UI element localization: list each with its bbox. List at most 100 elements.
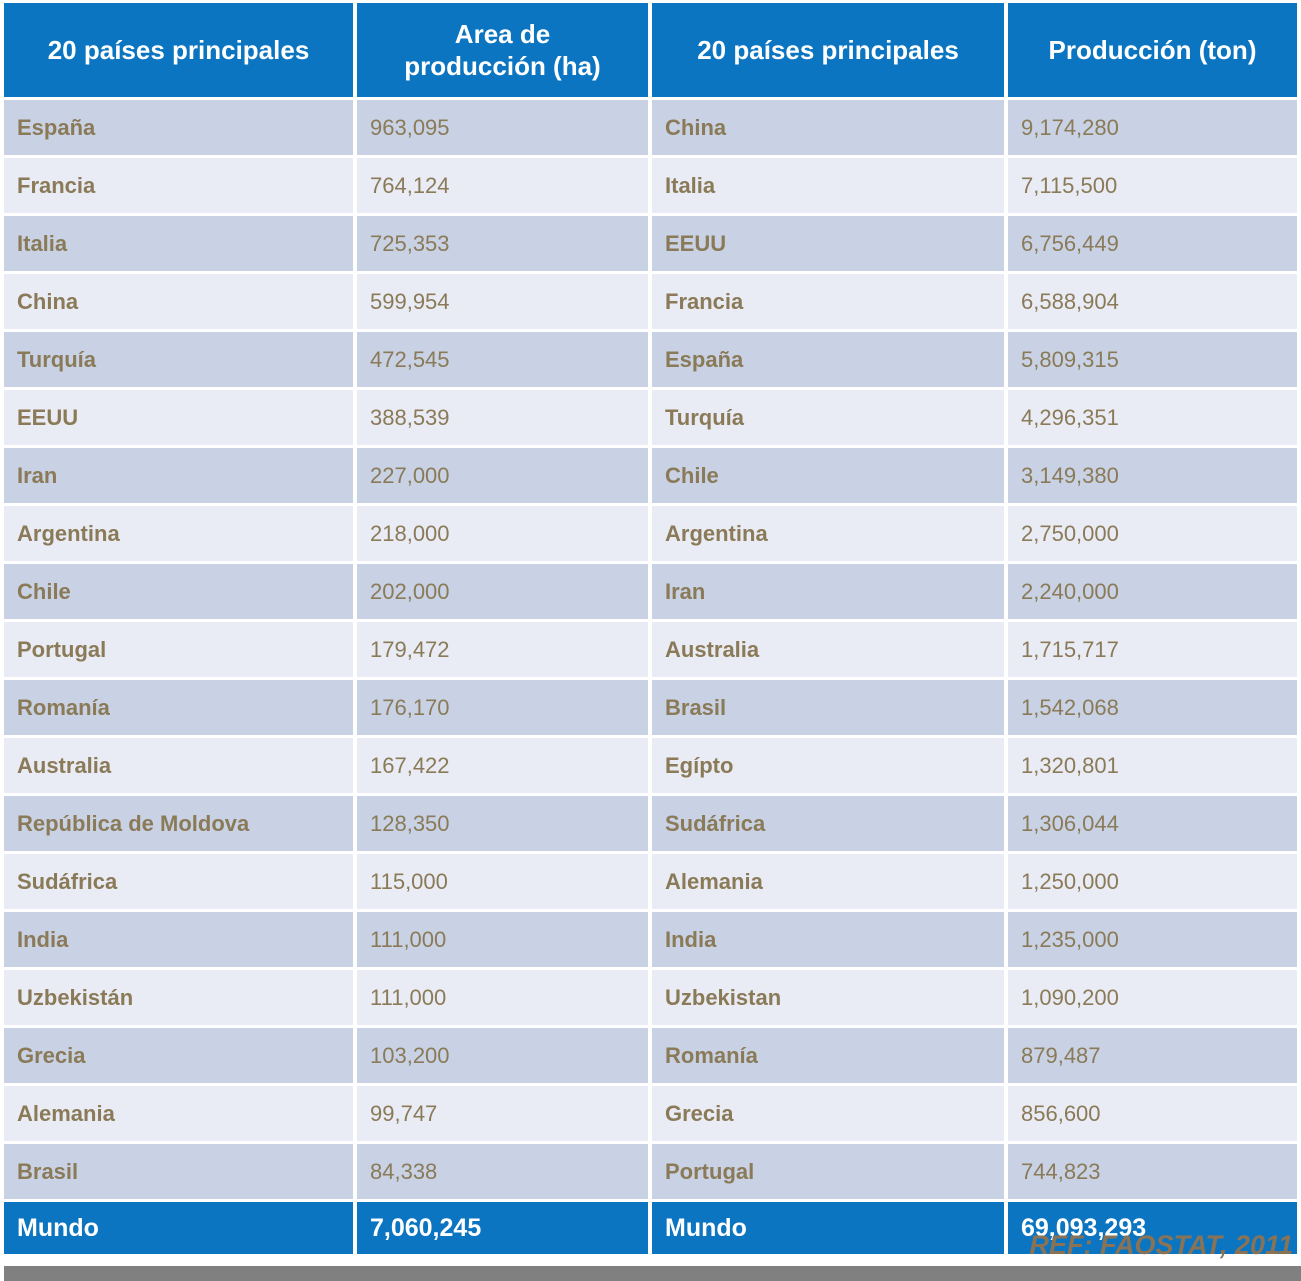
area-country-cell: Romanía bbox=[4, 680, 353, 735]
production-value-cell: 3,149,380 bbox=[1008, 448, 1297, 503]
area-value-cell: 103,200 bbox=[357, 1028, 648, 1083]
production-value-cell: 6,588,904 bbox=[1008, 274, 1297, 329]
production-value-cell: 4,296,351 bbox=[1008, 390, 1297, 445]
area-value-cell: 599,954 bbox=[357, 274, 648, 329]
area-country-cell: Chile bbox=[4, 564, 353, 619]
production-country-cell: Egípto bbox=[652, 738, 1004, 793]
area-value-cell: 764,124 bbox=[357, 158, 648, 213]
header-area-production: Area de producción (ha) bbox=[357, 3, 648, 97]
table-row: Turquía 472,545 España 5,809,315 bbox=[4, 332, 1297, 387]
production-value-cell: 2,240,000 bbox=[1008, 564, 1297, 619]
area-country-cell: Sudáfrica bbox=[4, 854, 353, 909]
production-value-cell: 1,320,801 bbox=[1008, 738, 1297, 793]
production-country-cell: Portugal bbox=[652, 1144, 1004, 1199]
footer-world-total-production: 69,093,293 bbox=[1008, 1202, 1297, 1254]
table-row: Brasil 84,338 Portugal 744,823 bbox=[4, 1144, 1297, 1199]
production-value-cell: 6,756,449 bbox=[1008, 216, 1297, 271]
area-country-cell: Alemania bbox=[4, 1086, 353, 1141]
production-country-cell: Australia bbox=[652, 622, 1004, 677]
area-value-cell: 99,747 bbox=[357, 1086, 648, 1141]
production-country-cell: Francia bbox=[652, 274, 1004, 329]
area-value-cell: 115,000 bbox=[357, 854, 648, 909]
area-country-cell: India bbox=[4, 912, 353, 967]
production-value-cell: 879,487 bbox=[1008, 1028, 1297, 1083]
area-value-cell: 725,353 bbox=[357, 216, 648, 271]
area-value-cell: 218,000 bbox=[357, 506, 648, 561]
bottom-bar bbox=[4, 1266, 1301, 1281]
area-country-cell: Portugal bbox=[4, 622, 353, 677]
production-value-cell: 1,250,000 bbox=[1008, 854, 1297, 909]
area-value-cell: 111,000 bbox=[357, 970, 648, 1025]
production-country-cell: China bbox=[652, 100, 1004, 155]
table-row: Australia 167,422 Egípto 1,320,801 bbox=[4, 738, 1297, 793]
area-country-cell: España bbox=[4, 100, 353, 155]
production-value-cell: 856,600 bbox=[1008, 1086, 1297, 1141]
production-country-cell: Romanía bbox=[652, 1028, 1004, 1083]
production-country-cell: Chile bbox=[652, 448, 1004, 503]
production-value-cell: 744,823 bbox=[1008, 1144, 1297, 1199]
area-value-cell: 388,539 bbox=[357, 390, 648, 445]
production-country-cell: Grecia bbox=[652, 1086, 1004, 1141]
table-row: Sudáfrica 115,000 Alemania 1,250,000 bbox=[4, 854, 1297, 909]
production-country-cell: España bbox=[652, 332, 1004, 387]
area-country-cell: Grecia bbox=[4, 1028, 353, 1083]
area-country-cell: Turquía bbox=[4, 332, 353, 387]
footer-world-label-area: Mundo bbox=[4, 1202, 353, 1254]
table-row: República de Moldova 128,350 Sudáfrica 1,30… bbox=[4, 796, 1297, 851]
production-value-cell: 1,542,068 bbox=[1008, 680, 1297, 735]
production-value-cell: 1,235,000 bbox=[1008, 912, 1297, 967]
production-country-cell: Turquía bbox=[652, 390, 1004, 445]
area-value-cell: 176,170 bbox=[357, 680, 648, 735]
area-value-cell: 128,350 bbox=[357, 796, 648, 851]
header-production-ton: Producción (ton) bbox=[1008, 3, 1297, 97]
table-row: Italia 725,353 EEUU 6,756,449 bbox=[4, 216, 1297, 271]
area-country-cell: China bbox=[4, 274, 353, 329]
area-value-cell: 167,422 bbox=[357, 738, 648, 793]
area-country-cell: Francia bbox=[4, 158, 353, 213]
table-row: Alemania 99,747 Grecia 856,600 bbox=[4, 1086, 1297, 1141]
production-country-cell: Sudáfrica bbox=[652, 796, 1004, 851]
header-countries-production: 20 países principales bbox=[652, 3, 1004, 97]
table-row: Uzbekistán 111,000 Uzbekistan 1,090,200 bbox=[4, 970, 1297, 1025]
header-row: 20 países principales Area de producción… bbox=[4, 3, 1297, 97]
area-value-cell: 202,000 bbox=[357, 564, 648, 619]
table-row: EEUU 388,539 Turquía 4,296,351 bbox=[4, 390, 1297, 445]
production-country-cell: Iran bbox=[652, 564, 1004, 619]
table-header: 20 países principales Area de producción… bbox=[4, 3, 1297, 97]
table-row: Portugal 179,472 Australia 1,715,717 bbox=[4, 622, 1297, 677]
footer-world-label-production: Mundo bbox=[652, 1202, 1004, 1254]
table-row: Chile 202,000 Iran 2,240,000 bbox=[4, 564, 1297, 619]
table-row: Iran 227,000 Chile 3,149,380 bbox=[4, 448, 1297, 503]
production-country-cell: India bbox=[652, 912, 1004, 967]
area-value-cell: 472,545 bbox=[357, 332, 648, 387]
production-country-cell: Italia bbox=[652, 158, 1004, 213]
table-row: India 111,000 India 1,235,000 bbox=[4, 912, 1297, 967]
production-country-cell: Argentina bbox=[652, 506, 1004, 561]
area-country-cell: Australia bbox=[4, 738, 353, 793]
table-row: Grecia 103,200 Romanía 879,487 bbox=[4, 1028, 1297, 1083]
production-value-cell: 5,809,315 bbox=[1008, 332, 1297, 387]
production-country-cell: EEUU bbox=[652, 216, 1004, 271]
area-country-cell: EEUU bbox=[4, 390, 353, 445]
production-value-cell: 9,174,280 bbox=[1008, 100, 1297, 155]
area-country-cell: República de Moldova bbox=[4, 796, 353, 851]
production-value-cell: 2,750,000 bbox=[1008, 506, 1297, 561]
table-row: Argentina 218,000 Argentina 2,750,000 bbox=[4, 506, 1297, 561]
area-country-cell: Argentina bbox=[4, 506, 353, 561]
area-value-cell: 227,000 bbox=[357, 448, 648, 503]
production-value-cell: 7,115,500 bbox=[1008, 158, 1297, 213]
area-value-cell: 963,095 bbox=[357, 100, 648, 155]
table-row: Romanía 176,170 Brasil 1,542,068 bbox=[4, 680, 1297, 735]
area-country-cell: Italia bbox=[4, 216, 353, 271]
table-row: China 599,954 Francia 6,588,904 bbox=[4, 274, 1297, 329]
area-value-cell: 179,472 bbox=[357, 622, 648, 677]
footer-world-total-area: 7,060,245 bbox=[357, 1202, 648, 1254]
area-country-cell: Brasil bbox=[4, 1144, 353, 1199]
reference-text: REF: FAOSTAT, 2011 bbox=[1029, 1230, 1293, 1260]
production-value-cell: 1,715,717 bbox=[1008, 622, 1297, 677]
area-country-cell: Iran bbox=[4, 448, 353, 503]
production-value-cell: 1,306,044 bbox=[1008, 796, 1297, 851]
table-footer: Mundo 7,060,245 Mundo 69,093,293 bbox=[4, 1202, 1297, 1254]
area-country-cell: Uzbekistán bbox=[4, 970, 353, 1025]
